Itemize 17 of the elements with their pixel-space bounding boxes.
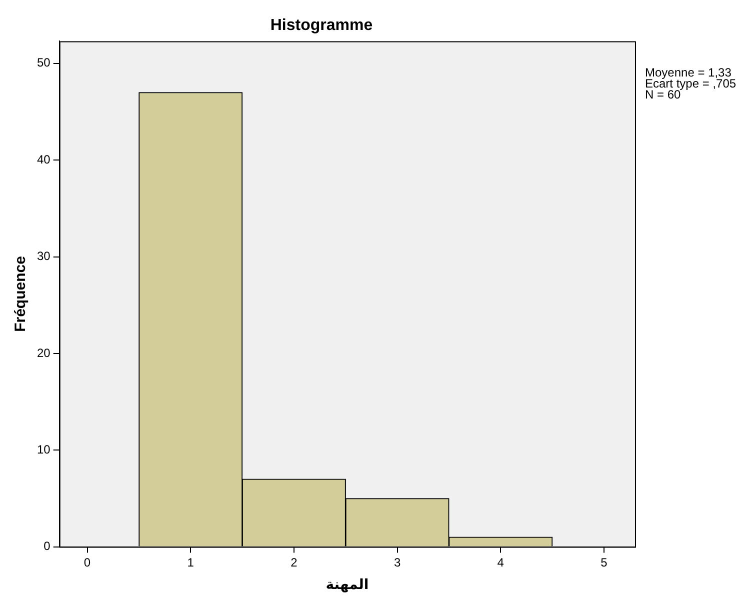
y-tick-label: 20 bbox=[36, 346, 51, 360]
x-tick-label: 0 bbox=[84, 555, 91, 570]
x-tick-label: 5 bbox=[600, 555, 608, 570]
text: Moyenne = 1,33 bbox=[645, 66, 732, 80]
y-tick-label: 0 bbox=[44, 539, 51, 554]
x-tick-label: 4 bbox=[497, 555, 504, 570]
chart-title: Histogramme bbox=[270, 17, 373, 34]
x-axis-title: المهنة bbox=[326, 577, 369, 594]
text: N = 60 bbox=[645, 88, 682, 102]
y-tick-label: 50 bbox=[36, 56, 51, 70]
x-tick-label: 1 bbox=[187, 555, 194, 570]
y-tick-label: 10 bbox=[36, 442, 51, 456]
x-tick-label: 2 bbox=[290, 555, 298, 570]
y-tick-label: 30 bbox=[36, 249, 51, 264]
y-axis-title: Fréquence bbox=[12, 256, 30, 332]
x-tick-label: 3 bbox=[394, 555, 401, 570]
y-tick-label: 40 bbox=[36, 152, 51, 166]
